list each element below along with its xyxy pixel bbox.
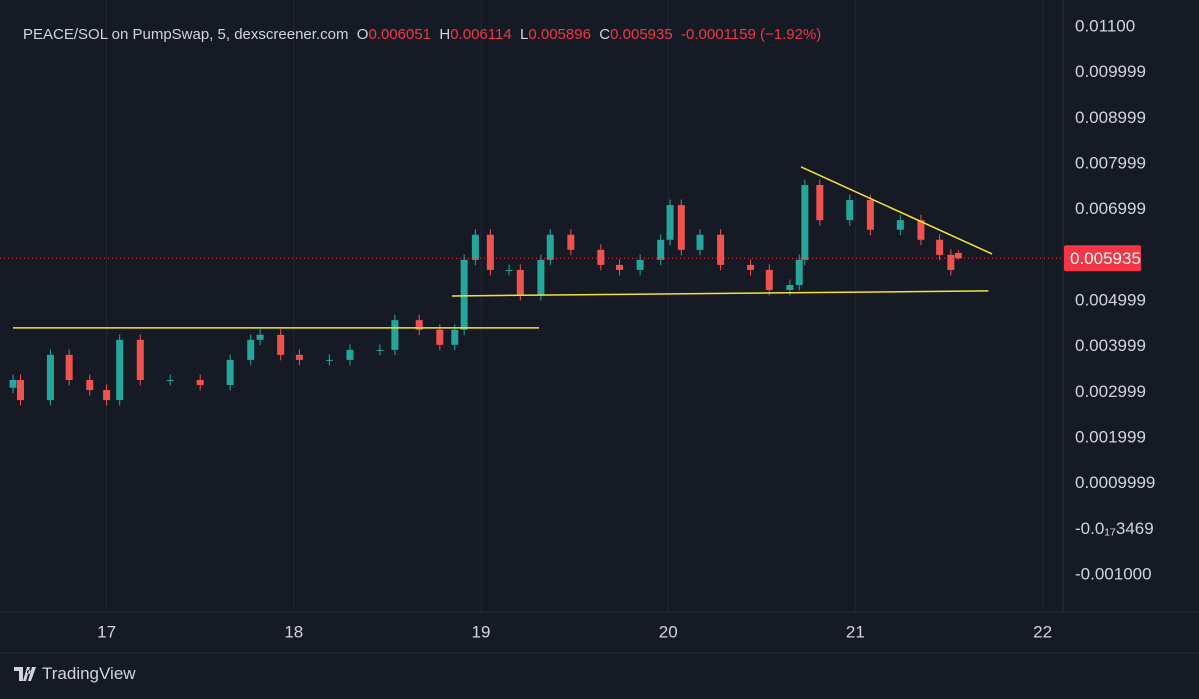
candle-body <box>116 339 124 401</box>
candle-body <box>436 329 444 345</box>
candle-body <box>295 354 303 360</box>
y-tick-label: 0.01100 <box>1075 16 1135 35</box>
candle-body <box>546 234 554 260</box>
candle-body <box>597 249 605 265</box>
candle-body <box>166 379 174 381</box>
candle-body <box>816 184 824 221</box>
x-tick-label: 18 <box>284 622 303 641</box>
candle-body <box>765 269 773 291</box>
x-tick-label: 20 <box>659 622 678 641</box>
y-tick-label: 0.009999 <box>1075 62 1146 81</box>
candle-body <box>391 320 399 350</box>
price-badge-label: 0.005935 <box>1070 249 1141 268</box>
candle-body <box>277 334 285 355</box>
axes: 0.01100 0.009999 0.008999 0.007999 0.006999 0… <box>97 16 1155 641</box>
candle-body <box>486 234 494 270</box>
ohlc-label: H <box>439 26 451 43</box>
candle-body <box>537 259 545 296</box>
brand: TradingView <box>42 664 136 683</box>
candle-body <box>346 349 354 360</box>
candle-body <box>9 379 17 388</box>
candle-body <box>696 234 704 250</box>
candle-body <box>196 379 204 386</box>
candle-body <box>636 259 644 270</box>
candle-body <box>947 254 955 270</box>
candle-body <box>136 339 144 380</box>
x-tick-label: 22 <box>1033 622 1052 641</box>
candle-body <box>866 200 874 230</box>
change: -0.0001159 <box>681 26 756 43</box>
x-tick-label: 21 <box>846 622 865 641</box>
candle-body <box>567 234 575 250</box>
candle-body <box>677 205 685 250</box>
y-tick-label: 0.003999 <box>1075 336 1146 355</box>
candle-body <box>717 234 725 265</box>
ohlc-label: O <box>356 26 369 43</box>
candle-body <box>65 354 73 380</box>
ohlc-value: 0.005896 <box>528 26 591 43</box>
ohlc-value: 0.006051 <box>368 26 432 43</box>
candle-body <box>325 359 333 361</box>
candle-body <box>846 200 854 221</box>
candle-body <box>376 349 384 351</box>
y-tick-label: 0.008999 <box>1075 108 1146 127</box>
legend-header: PEACE/SOL on PumpSwap, 5, dexscreener.co… <box>23 26 821 43</box>
ohlc-label: C <box>599 26 611 43</box>
y-tick-label: 0.001999 <box>1075 428 1146 447</box>
change-percent: (−1.92%) <box>760 26 822 43</box>
candle-body <box>896 220 904 230</box>
y-tick-label: 0.006999 <box>1075 199 1146 218</box>
candle-body <box>505 269 513 271</box>
ohlc-label: L <box>520 26 529 43</box>
candle-body <box>936 239 944 255</box>
candle-body <box>747 264 755 270</box>
y-tick-label: 0.007999 <box>1075 153 1146 172</box>
candle-body <box>954 252 962 259</box>
y-tick-label: 0.0009999 <box>1075 473 1155 492</box>
candle-body <box>103 390 111 401</box>
footer: TradingView <box>14 664 136 684</box>
candle-body <box>801 184 809 260</box>
ohlc-value: 0.006114 <box>450 26 512 43</box>
chart-title: PEACE/SOL on PumpSwap, 5, dexscreener.co… <box>23 26 349 43</box>
candle-body <box>795 259 803 285</box>
y-tick-label: -0.0₁₇3469 <box>1075 519 1154 538</box>
x-tick-label: 17 <box>97 622 116 641</box>
candle-body <box>86 379 94 391</box>
candle-body <box>256 334 264 340</box>
x-tick-label: 19 <box>472 622 491 641</box>
y-tick-label: 0.004999 <box>1075 291 1146 310</box>
candle-body <box>616 264 624 270</box>
y-tick-label: -0.001000 <box>1075 564 1152 583</box>
candle-body <box>516 269 524 296</box>
candle-body <box>917 220 925 240</box>
y-tick-label: 0.002999 <box>1075 382 1146 401</box>
candle-body <box>247 339 255 360</box>
trendline <box>451 290 989 297</box>
candle-body <box>16 379 24 401</box>
candle-body <box>226 359 234 386</box>
candle-body <box>46 354 54 401</box>
candle-body <box>471 234 479 260</box>
price-badge <box>1064 245 1141 272</box>
ohlc-value: 0.005935 <box>610 26 673 43</box>
candle-body <box>657 239 665 260</box>
logo <box>14 667 36 681</box>
plot <box>0 166 1063 406</box>
candle-body <box>415 320 423 330</box>
candle-body <box>460 259 468 330</box>
trendline <box>800 166 993 255</box>
grid <box>106 0 1044 612</box>
candle-body <box>666 205 674 240</box>
candle-body <box>786 284 794 291</box>
candle-body <box>451 329 459 345</box>
